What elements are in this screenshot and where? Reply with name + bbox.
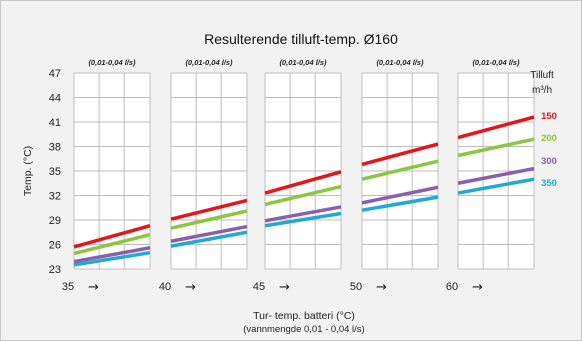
arrow-right-icon: → (376, 280, 387, 295)
series-line-300 (361, 185, 439, 205)
y-tick-label: 44 (49, 93, 61, 105)
panels: (0,01-0,04 l/s)35 →(0,01-0,04 l/s)40 →(0,0… (62, 58, 535, 295)
x-tick-label: 60 (446, 281, 458, 293)
x-axis-sublabel: (vannmengde 0,01 - 0,04 l/s) (243, 324, 364, 335)
series-line-150 (457, 115, 535, 140)
series-line-350 (361, 195, 439, 212)
series-line-350 (73, 250, 151, 267)
series-line-300 (73, 246, 151, 264)
arrow-right-icon: → (88, 280, 99, 295)
x-tick-label: 45 (253, 281, 265, 293)
series-line-200 (73, 233, 151, 256)
series-line-200 (170, 209, 248, 230)
panel-flow-label: (0,01-0,04 l/s) (185, 58, 233, 67)
panel: (0,01-0,04 l/s) 50 → (350, 58, 439, 295)
y-tick-label: 29 (49, 215, 61, 227)
y-axis-label: Temp. (°C) (22, 146, 34, 196)
y-tick-label: 23 (49, 264, 61, 276)
legend-item-350: 350 (541, 178, 557, 189)
series-line-350 (170, 230, 248, 248)
legend-item-200: 200 (541, 133, 557, 144)
legend-item-300: 300 (541, 156, 557, 167)
legend-title: Tilluft (530, 70, 554, 81)
series-line-200 (457, 137, 535, 158)
x-tick-label: 40 (159, 281, 171, 293)
series-line-200 (264, 184, 342, 207)
panel-flow-label: (0,01-0,04 l/s) (279, 58, 327, 67)
legend-unit: m³/h (532, 85, 552, 96)
legend-item-150: 150 (541, 111, 557, 122)
arrow-right-icon: → (472, 280, 483, 295)
x-tick-label: 50 (350, 281, 362, 293)
panel-flow-label: (0,01-0,04 l/s) (472, 58, 520, 67)
y-tick-label: 47 (49, 68, 61, 80)
y-tick-label: 35 (49, 166, 61, 178)
series-line-150 (170, 198, 248, 221)
series-line-150 (264, 170, 342, 195)
panel: (0,01-0,04 l/s) 35 → (62, 58, 151, 295)
arrow-right-icon: → (185, 280, 196, 295)
panel: (0,01-0,04 l/s) 60 → (446, 58, 535, 295)
panel-flow-label: (0,01-0,04 l/s) (376, 58, 424, 67)
y-tick-label: 38 (49, 142, 61, 154)
y-tick-label: 32 (49, 191, 61, 203)
chart-title: Resulterende tilluft-temp. Ø160 (204, 31, 398, 47)
arrow-right-icon: → (279, 280, 290, 295)
y-tick-labels: 23 26 29 32 35 38 41 44 47 (49, 68, 61, 276)
series-line-300 (264, 205, 342, 223)
panel: (0,01-0,04 l/s) 40 → (159, 58, 248, 295)
x-axis-label: Tur- temp. batteri (°C) (253, 310, 355, 322)
panel: (0,01-0,04 l/s) 45 → (253, 58, 342, 295)
x-tick-label: 35 (62, 281, 74, 293)
y-tick-label: 41 (49, 117, 61, 129)
legend: 150 200 300 350 (541, 111, 557, 189)
series-line-150 (361, 142, 439, 167)
series-line-300 (457, 166, 535, 185)
series-line-150 (73, 224, 151, 249)
series-line-350 (264, 211, 342, 228)
series-line-350 (457, 177, 535, 195)
series-line-300 (170, 224, 248, 243)
panel-flow-label: (0,01-0,04 l/s) (88, 58, 136, 67)
series-line-200 (361, 159, 439, 181)
y-tick-label: 26 (49, 240, 61, 252)
